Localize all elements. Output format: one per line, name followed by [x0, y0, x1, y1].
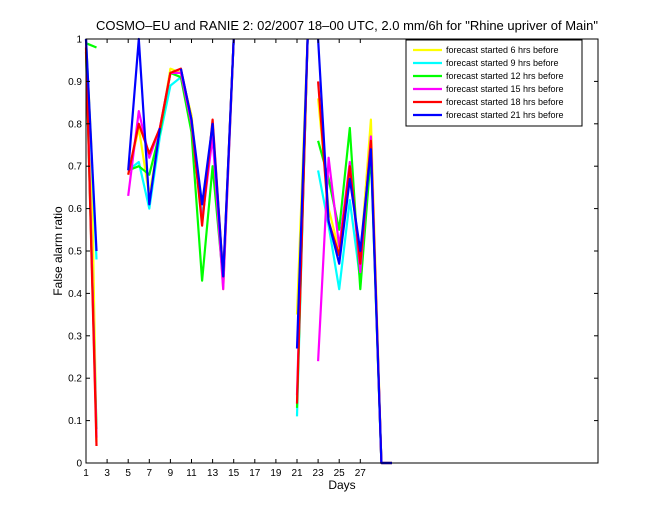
legend: forecast started 6 hrs before forecast st…	[405, 39, 583, 127]
series-line-6	[317, 38, 392, 465]
series-line-6	[127, 37, 161, 206]
y-tick-label: 0.9	[68, 77, 82, 88]
legend-box	[405, 39, 583, 127]
y-tick-label: 0.1	[68, 416, 82, 427]
x-axis-label: Days	[328, 478, 355, 492]
y-tick-label: 0	[76, 459, 82, 470]
legend-label: forecast started 9 hrs before	[446, 58, 559, 68]
y-tick-label: 0.2	[68, 374, 82, 385]
x-tick-label: 19	[270, 468, 282, 479]
series-line-6	[179, 38, 235, 278]
series-layer	[84, 37, 392, 465]
legend-label: forecast started 18 hrs before	[446, 97, 564, 107]
y-tick-label: 0.5	[68, 247, 82, 258]
y-tick-label: 0.8	[68, 119, 82, 130]
x-tick-label: 7	[147, 468, 153, 479]
ticks-layer: 1 3 5 7 9 11 13 15 17 19 21 23 25 2700.10.20.30.40.50…	[68, 35, 598, 479]
x-tick-label: 1	[83, 468, 89, 479]
y-axis-label: False alarm ratio	[51, 206, 65, 296]
x-tick-label: 15	[228, 468, 240, 479]
x-tick-label: 5	[125, 468, 131, 479]
x-tick-label: 17	[249, 468, 261, 479]
y-tick-label: 0.3	[68, 331, 82, 342]
legend-label: forecast started 21 hrs before	[446, 110, 564, 120]
x-tick-label: 9	[168, 468, 174, 479]
series-line-6	[84, 38, 98, 252]
y-tick-label: 0.6	[68, 204, 82, 215]
x-tick-label: 21	[291, 468, 303, 479]
x-tick-label: 27	[355, 468, 367, 479]
legend-label: forecast started 12 hrs before	[446, 71, 564, 81]
x-tick-label: 23	[313, 468, 325, 479]
series-line-3	[85, 42, 97, 49]
y-tick-label: 1	[76, 35, 82, 46]
legend-label: forecast started 15 hrs before	[446, 84, 564, 94]
x-tick-label: 25	[334, 468, 346, 479]
y-tick-label: 0.7	[68, 162, 82, 173]
x-tick-label: 3	[104, 468, 110, 479]
x-tick-label: 11	[186, 468, 197, 479]
legend-label: forecast started 6 hrs before	[446, 45, 559, 55]
chart-title: COSMO–EU and RANIE 2: 02/2007 18–00 UTC,…	[96, 18, 598, 33]
y-tick-label: 0.4	[68, 289, 82, 300]
series-line-5	[84, 47, 98, 447]
x-tick-label: 13	[207, 468, 219, 479]
series-line-6	[295, 38, 309, 349]
